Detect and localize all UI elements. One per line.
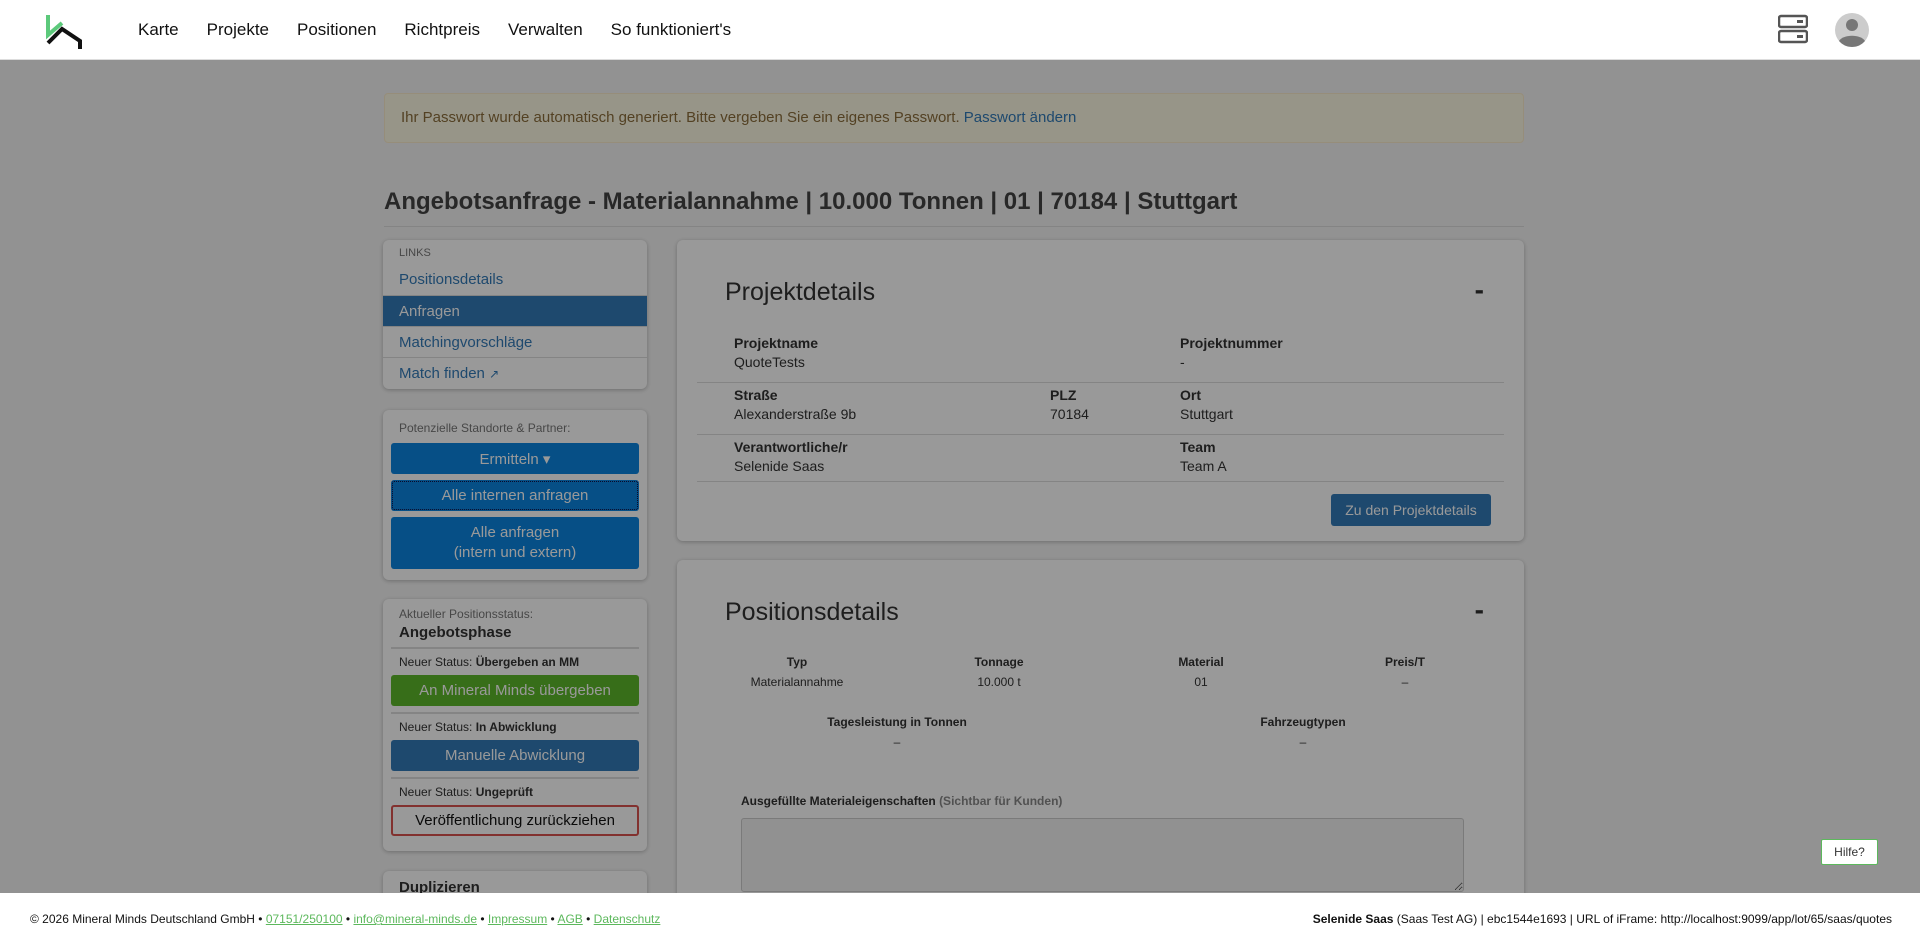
footer-right: Selenide Saas (Saas Test AG) | ebc1544e1… [1312,912,1892,926]
strasse-field: Straße Alexanderstraße 9b [734,387,857,422]
duplicate-card: Duplizieren [383,871,647,893]
ermitteln-label: Ermitteln [479,450,539,468]
phone-link[interactable]: 07151/250100 [265,912,343,926]
nav-richtpreis[interactable]: Richtpreis [404,20,480,39]
link-matchingvorschlaege[interactable]: Matchingvorschläge [383,326,647,357]
tagesleistung-field: Tagesleistung in Tonnen – [827,715,967,749]
external-link-icon: ↗ [489,367,500,381]
help-button[interactable]: Hilfe? [1821,839,1878,865]
status-card: Aktueller Positionsstatus: Angebotsphase… [383,599,647,851]
modal-backdrop [0,60,1920,893]
nav-karte[interactable]: Karte [138,20,179,39]
project-details-title: Projektdetails [725,278,876,306]
nav-so-funktionierts[interactable]: So funktioniert's [610,20,732,39]
datenschutz-link[interactable]: Datenschutz [593,912,661,926]
preis-field: Preis/T – [1384,655,1426,689]
main-content: Ihr Passwort wurde automatisch generiert… [0,60,1920,893]
new-status-1: Neuer Status: Übergeben an MM [391,647,639,669]
collapse-position-button[interactable]: - [1474,594,1484,625]
status-label: Aktueller Positionsstatus: [399,607,534,621]
projektname-field: Projektname QuoteTests [734,335,819,370]
duplicate-label: Duplizieren [399,879,480,893]
link-match-finden[interactable]: Match finden ↗ [383,357,647,388]
plz-field: PLZ 70184 [1050,387,1089,422]
ermitteln-dropdown-button[interactable]: Ermitteln ▾ [391,443,639,474]
position-details-card: Positionsdetails - Typ Materialannahme To… [677,560,1524,893]
link-anfragen[interactable]: Anfragen [383,295,647,326]
page-title: Angebotsanfrage - Materialannahme | 10.0… [384,188,1524,227]
new-status-2: Neuer Status: In Abwicklung [391,712,639,734]
ort-field: Ort Stuttgart [1180,387,1233,422]
links-card: LINKS Positionsdetails Anfragen Matching… [383,240,647,389]
links-heading: LINKS [399,247,431,259]
nav-positionen[interactable]: Positionen [297,20,377,39]
password-alert: Ihr Passwort wurde automatisch generiert… [384,93,1524,143]
match-finden-label: Match finden [399,365,485,382]
team-field: Team Team A [1180,439,1227,474]
verantwortliche-field: Verantwortliche/r Selenide Saas [734,439,848,474]
an-mineral-minds-uebergeben-button[interactable]: An Mineral Minds übergeben [391,675,639,706]
projektnummer-field: Projektnummer - [1180,335,1283,370]
partners-label: Potenzielle Standorte & Partner: [399,421,571,435]
tonnage-field: Tonnage 10.000 t [974,655,1024,689]
alert-text: Ihr Passwort wurde automatisch generiert… [401,109,964,126]
footer-left: © 2026 Mineral Minds Deutschland GmbH • … [30,912,661,926]
email-link[interactable]: info@mineral-minds.de [353,912,477,926]
partners-card: Potenzielle Standorte & Partner: Ermitte… [383,410,647,580]
project-details-card: Projektdetails - Projektname QuoteTests P… [677,240,1524,541]
link-positionsdetails[interactable]: Positionsdetails [399,271,504,288]
nav-verwalten[interactable]: Verwalten [508,20,583,39]
change-password-link[interactable]: Passwort ändern [963,109,1077,126]
alle-anfragen-line1: Alle anfragen [470,524,560,541]
materialeigenschaften-label: Ausgefüllte Materialeigenschaften (Sicht… [741,794,1063,808]
fahrzeugtypen-field: Fahrzeugtypen – [1260,715,1346,749]
footer: © 2026 Mineral Minds Deutschland GmbH • … [0,893,1920,943]
top-navbar: Karte Projekte Positionen Richtpreis Ver… [0,0,1920,60]
mineral-minds-logo[interactable] [46,13,84,49]
alle-anfragen-button[interactable]: Alle anfragen (intern und extern) [391,517,639,569]
position-details-title: Positionsdetails [725,598,899,626]
veroeffentlichung-zurueckziehen-button[interactable]: Veröffentlichung zurückziehen [391,805,639,836]
collapse-project-button[interactable]: - [1474,274,1484,305]
user-avatar-icon[interactable] [1834,12,1870,48]
caret-down-icon: ▾ [542,450,551,468]
alle-anfragen-line2: (intern und extern) [453,544,577,561]
impressum-link[interactable]: Impressum [487,912,548,926]
material-field: Material 01 [1178,655,1224,689]
manuelle-abwicklung-button[interactable]: Manuelle Abwicklung [391,740,639,771]
typ-field: Typ Materialannahme [750,655,844,689]
new-status-3: Neuer Status: Ungeprüft [391,777,639,799]
server-icon[interactable] [1778,14,1808,44]
alle-internen-anfragen-button[interactable]: Alle internen anfragen [391,480,639,511]
nav-projekte[interactable]: Projekte [206,20,270,39]
current-status: Angebotsphase [399,624,512,641]
materialeigenschaften-textarea[interactable] [741,818,1464,892]
zu-den-projektdetails-button[interactable]: Zu den Projektdetails [1331,494,1491,526]
agb-link[interactable]: AGB [557,912,583,926]
